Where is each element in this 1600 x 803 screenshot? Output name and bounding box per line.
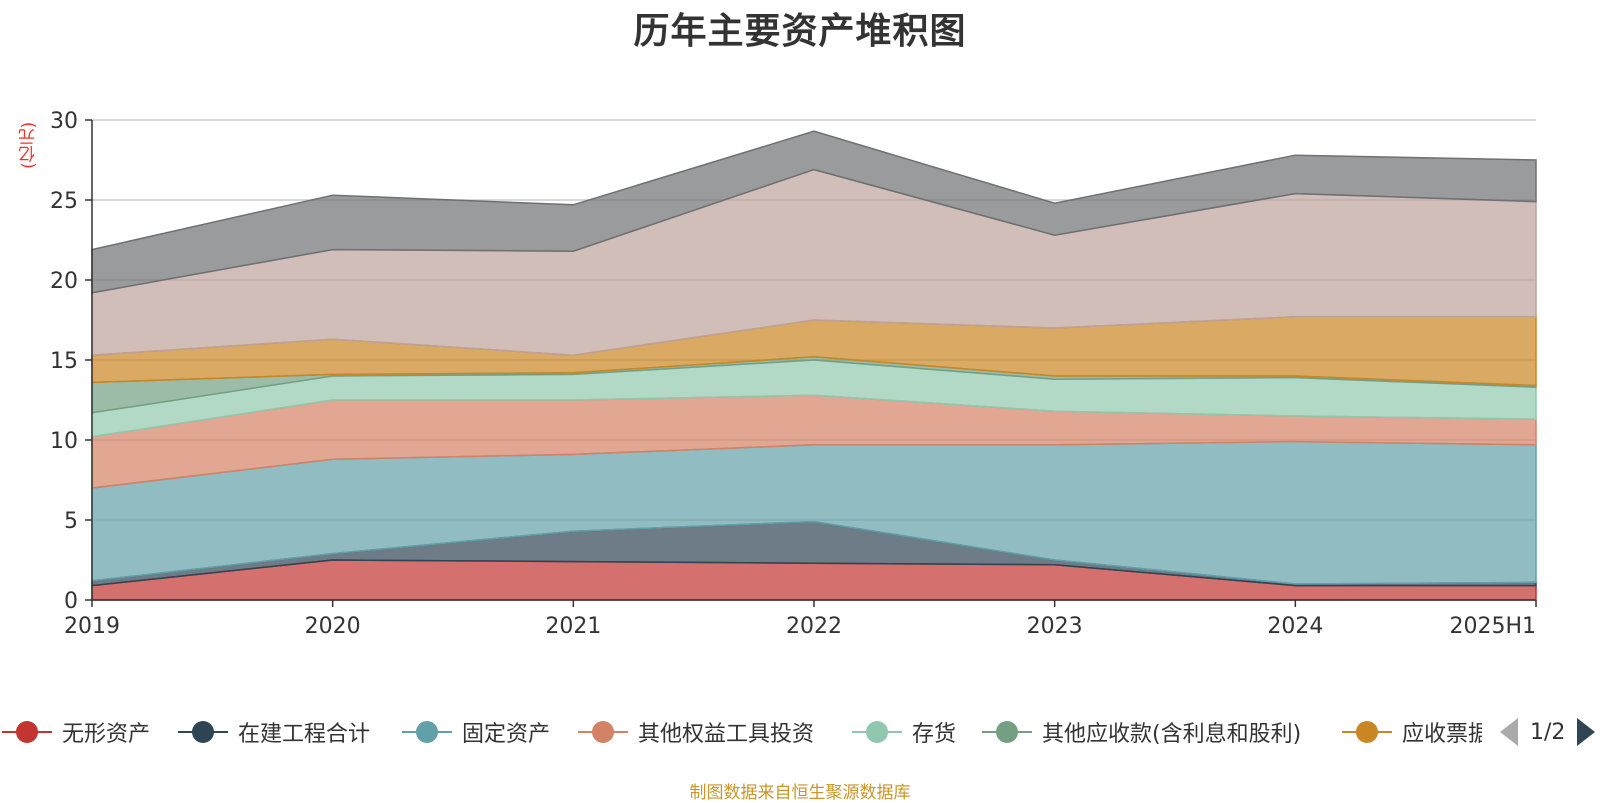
area-series-8 — [91, 130, 1537, 294]
legend-item-4[interactable]: 存货 — [852, 712, 956, 752]
x-tick-label-6: 2025H1 — [1449, 614, 1536, 639]
legend-items: 无形资产 在建工程合计 固定资产 其他权益工具投资 存货 其他应收款(含利息和股利) 应收票… — [0, 712, 1482, 752]
legend-marker-icon — [852, 721, 902, 743]
legend-label: 在建工程合计 — [238, 722, 371, 747]
legend-marker-icon — [578, 721, 628, 743]
y-tick-label-4: 20 — [50, 269, 78, 294]
chart-title: 历年主要资产堆积图 — [633, 11, 967, 52]
legend-item-0[interactable]: 无形资产 — [2, 712, 150, 752]
y-tick-label-0: 0 — [64, 589, 78, 614]
legend-marker-icon — [2, 721, 52, 743]
x-tick-label-2: 2021 — [545, 614, 601, 639]
legend-item-2[interactable]: 固定资产 — [402, 712, 550, 752]
legend-label: 无形资产 — [62, 722, 151, 747]
legend-next-page-icon[interactable] — [1577, 718, 1596, 746]
x-tick-label-5: 2024 — [1267, 614, 1323, 639]
y-tick-label-3: 15 — [50, 349, 78, 374]
legend-marker-icon — [1342, 721, 1392, 743]
legend-item-1[interactable]: 在建工程合计 — [178, 712, 370, 752]
data-source-note: 制图数据来自恒生聚源数据库 — [689, 783, 911, 803]
legend-marker-icon — [982, 721, 1032, 743]
x-tick-label-4: 2023 — [1027, 614, 1083, 639]
x-tick-label-1: 2020 — [305, 614, 361, 639]
x-tick-label-0: 2019 — [64, 614, 120, 639]
y-tick-label-5: 25 — [50, 189, 78, 214]
legend-pager: 1/2 — [1500, 716, 1596, 748]
legend-label: 其他应收款(含利息和股利) — [1042, 722, 1302, 747]
legend: 无形资产 在建工程合计 固定资产 其他权益工具投资 存货 其他应收款(含利息和股利) 应收票… — [0, 712, 1600, 752]
legend-item-6[interactable]: 应收票据 — [1342, 712, 1482, 752]
y-tick-label-1: 5 — [64, 509, 78, 534]
legend-marker-icon — [402, 721, 452, 743]
legend-item-5[interactable]: 其他应收款(含利息和股利) — [982, 712, 1301, 752]
legend-item-3[interactable]: 其他权益工具投资 — [578, 712, 814, 752]
legend-page-indicator: 1/2 — [1530, 719, 1566, 745]
legend-label: 应收票据 — [1402, 722, 1482, 747]
legend-prev-page-icon[interactable] — [1500, 718, 1518, 746]
y-tick-label-2: 10 — [50, 429, 78, 454]
x-tick-label-3: 2022 — [786, 614, 842, 639]
legend-label: 固定资产 — [462, 722, 551, 747]
legend-marker-icon — [178, 721, 228, 743]
legend-label: 存货 — [912, 722, 957, 747]
legend-label: 其他权益工具投资 — [638, 722, 815, 747]
y-tick-label-6: 30 — [50, 109, 78, 134]
stacked-area-chart: 0 5 10 15 20 25 30 2019 2020 2021 2022 2023 2024 2025… — [50, 109, 1537, 639]
